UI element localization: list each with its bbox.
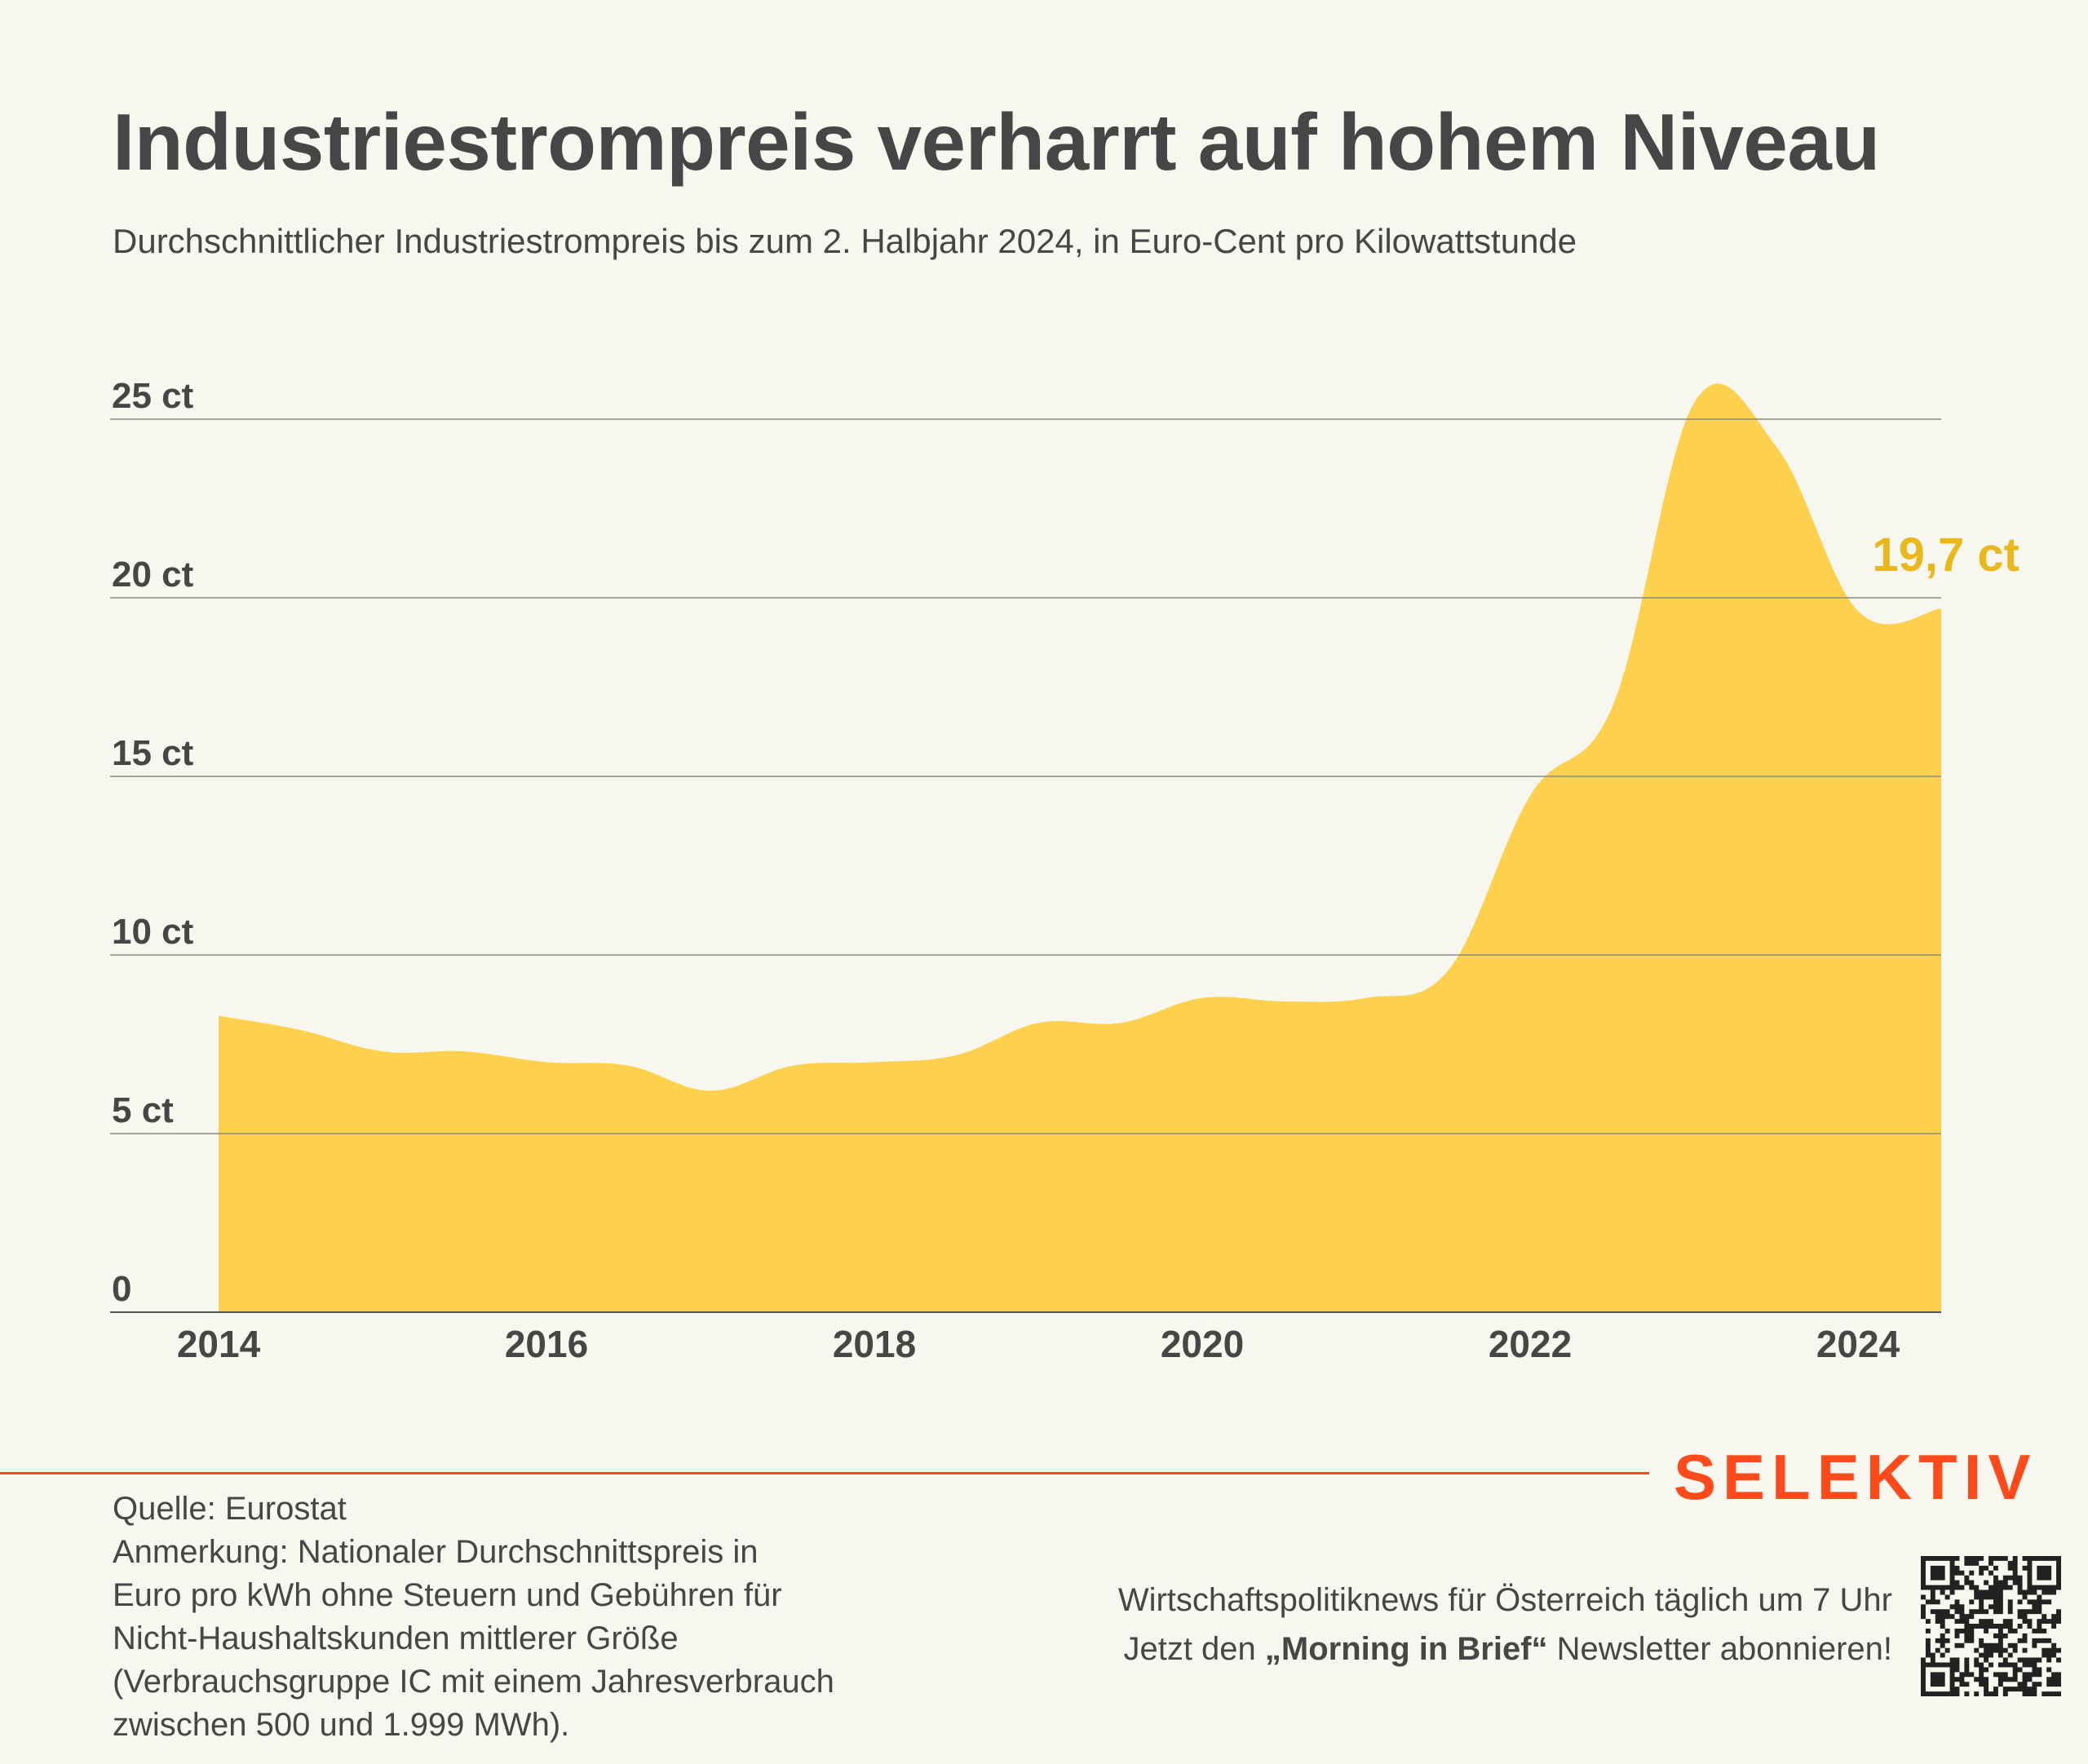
- end-value-label: 19,7 ct: [1872, 528, 2019, 581]
- y-tick-label: 0: [112, 1269, 131, 1309]
- note-line: Nicht-Haushaltskunden mittlerer Größe: [113, 1620, 679, 1656]
- area-chart: 0 5 ct 10 ct 15 ct 20 ct 25 ct 2014 2016 2018 202…: [110, 376, 2019, 1365]
- newsletter-name: „Morning in Brief“: [1264, 1631, 1548, 1667]
- note-line: Euro pro kWh ohne Steuern und Gebühren f…: [113, 1577, 782, 1613]
- brand-logo: SELEKTIV: [1674, 1441, 2037, 1513]
- y-tick-label: 15 ct: [112, 733, 194, 773]
- promo-line: Jetzt den „Morning in Brief“ Newsletter …: [1118, 1625, 1892, 1673]
- promo-suffix: Newsletter abonnieren!: [1547, 1631, 1892, 1667]
- footer-divider: [0, 1472, 1649, 1474]
- source-line: Quelle: Eurostat: [113, 1491, 347, 1527]
- note-line: (Verbrauchsgruppe IC mit einem Jahresver…: [113, 1664, 834, 1700]
- chart-title: Industriestrompreis verharrt auf hohem N…: [113, 97, 1880, 187]
- y-tick-label: 25 ct: [112, 376, 194, 416]
- qr-modules: [1921, 1556, 2061, 1696]
- y-tick-label: 20 ct: [112, 555, 194, 595]
- note-line: Anmerkung: Nationaler Durchschnittspreis…: [113, 1534, 759, 1570]
- qr-code-icon[interactable]: [1921, 1556, 2061, 1696]
- y-tick-label: 10 ct: [112, 912, 194, 952]
- area-series: [219, 383, 1941, 1312]
- newsletter-promo: Wirtschaftspolitiknews für Österreich tä…: [1118, 1576, 1892, 1673]
- source-note: Quelle: Eurostat Anmerkung: Nationaler D…: [113, 1488, 834, 1747]
- x-tick-label: 2020: [1161, 1323, 1244, 1365]
- y-tick-label: 5 ct: [112, 1090, 174, 1130]
- x-tick-label: 2016: [505, 1323, 588, 1365]
- x-tick-label: 2022: [1489, 1323, 1572, 1365]
- note-line: zwischen 500 und 1.999 MWh).: [113, 1707, 570, 1743]
- x-tick-label: 2024: [1816, 1323, 1900, 1365]
- promo-prefix: Jetzt den: [1123, 1631, 1265, 1667]
- x-tick-label: 2014: [177, 1323, 261, 1365]
- chart-subtitle: Durchschnittlicher Industriestrompreis b…: [113, 222, 1577, 260]
- x-tick-label: 2018: [833, 1323, 916, 1365]
- promo-line: Wirtschaftspolitiknews für Österreich tä…: [1117, 1582, 1892, 1618]
